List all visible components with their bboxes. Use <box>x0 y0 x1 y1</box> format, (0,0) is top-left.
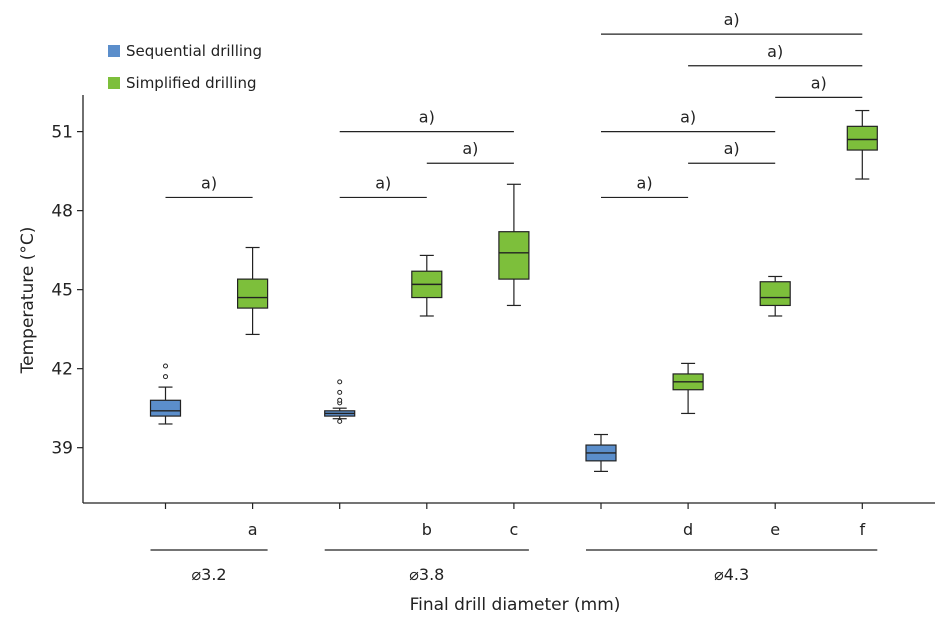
category-label-c: c <box>510 520 519 539</box>
category-label-e: e <box>770 520 780 539</box>
box-iqr <box>759 281 791 307</box>
axes: 39 42 45 48 51 <box>51 95 935 504</box>
box-sequential-slot-1 <box>149 363 182 425</box>
box-simplified-slot-2 <box>237 246 269 336</box>
outlier-point <box>163 363 168 369</box>
box-iqr <box>149 399 182 417</box>
category-label-f: f <box>859 520 865 539</box>
y-axis-title: Temperature (°C) <box>18 227 38 375</box>
legend-swatch-sequential <box>108 45 120 57</box>
box-simplified-slot-9 <box>846 109 878 180</box>
category-label-b: b <box>422 520 432 539</box>
box-plots <box>149 109 878 472</box>
significance-label: a) <box>680 108 696 127</box>
significance-brackets: a) a) a) a) a) a) a) a) a) a) <box>165 10 863 199</box>
significance-label: a) <box>637 173 653 192</box>
category-label-d: d <box>683 520 693 539</box>
legend: Sequential drilling Simplified drilling <box>108 42 262 92</box>
x-axis-title: Final drill diameter (mm) <box>410 595 621 615</box>
category-labels: a b c d e f <box>164 503 865 539</box>
box-simplified-slot-4 <box>411 254 443 317</box>
category-label-a: a <box>248 520 258 539</box>
significance-label: a) <box>462 139 478 158</box>
legend-label-simplified: Simplified drilling <box>126 74 257 92</box>
significance-label: a) <box>724 10 740 29</box>
significance-label: a) <box>419 108 435 127</box>
box-sequential-slot-3 <box>324 379 356 424</box>
group-label-3: ⌀4.3 <box>714 565 749 584</box>
group-label-2: ⌀3.8 <box>409 565 444 584</box>
box-sequential-slot-6 <box>585 433 617 472</box>
y-tick-label: 45 <box>51 281 73 301</box>
group-label-1: ⌀3.2 <box>192 565 227 584</box>
box-iqr <box>237 278 269 309</box>
outlier-point <box>337 389 343 395</box>
outlier-point <box>337 379 343 385</box>
group-labels: ⌀3.2 ⌀3.8 ⌀4.3 <box>150 549 878 584</box>
y-tick-label: 42 <box>51 360 73 380</box>
box-iqr <box>498 231 530 280</box>
outlier-point <box>163 374 168 380</box>
outlier-point <box>337 418 343 424</box>
y-tick-label: 39 <box>51 439 73 459</box>
y-tick-label: 51 <box>51 123 73 143</box>
significance-label: a) <box>767 42 783 61</box>
box-simplified-slot-5 <box>498 183 530 307</box>
legend-label-sequential: Sequential drilling <box>126 42 262 60</box>
outlier-point <box>337 397 343 403</box>
box-iqr <box>846 125 878 151</box>
box-simplified-slot-8 <box>759 275 791 317</box>
significance-label: a) <box>811 73 827 92</box>
legend-swatch-simplified <box>108 77 120 89</box>
significance-label: a) <box>201 173 217 192</box>
significance-label: a) <box>724 139 740 158</box>
box-simplified-slot-7 <box>672 362 704 415</box>
y-tick-label: 48 <box>51 202 73 222</box>
significance-label: a) <box>375 173 391 192</box>
